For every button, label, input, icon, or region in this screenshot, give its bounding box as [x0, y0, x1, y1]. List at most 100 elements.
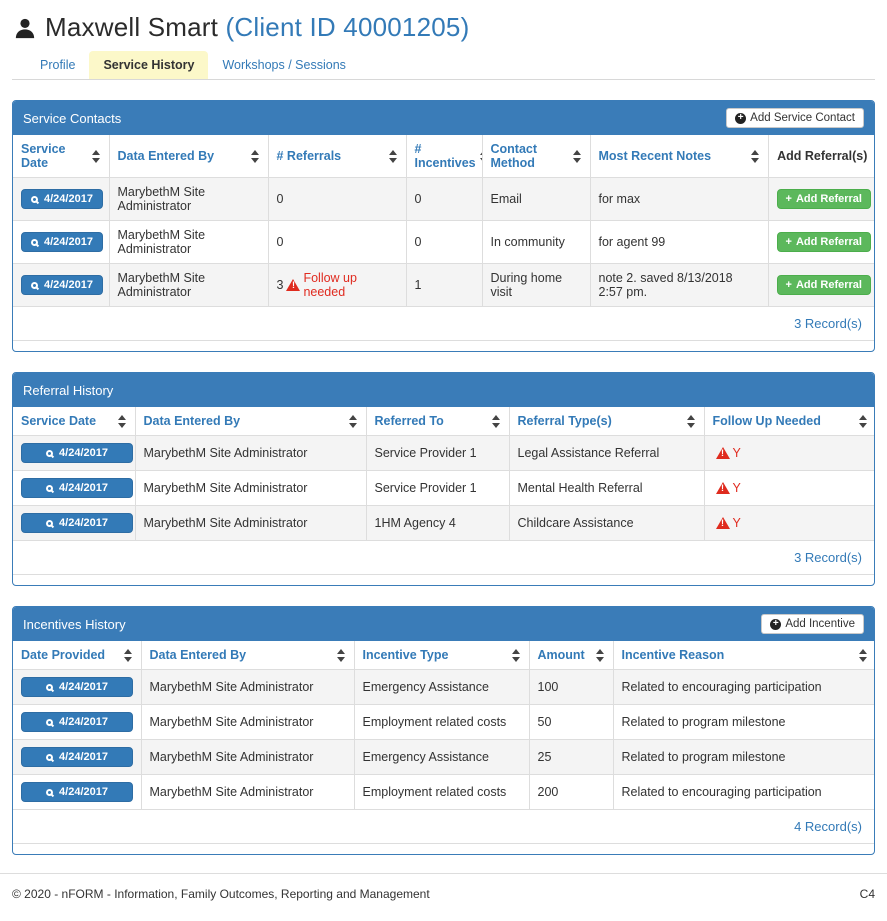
referrals-cell: 0 — [267, 177, 407, 221]
sort-icon[interactable] — [336, 648, 346, 662]
sort-icon[interactable] — [91, 149, 101, 163]
table-row: 4/24/2017 MarybethM Site Administrator E… — [13, 774, 874, 810]
referred-to-cell: Service Provider 1 — [365, 435, 510, 471]
add-referral-button[interactable]: Add Referral — [776, 189, 871, 209]
sort-icon[interactable] — [348, 414, 358, 428]
sort-icon[interactable] — [750, 149, 760, 163]
incentive-type-cell: Employment related costs — [353, 774, 530, 810]
service-contacts-header-row: Service Date Data Entered By # Referrals… — [13, 135, 874, 178]
col-service-date[interactable]: Service Date — [13, 135, 110, 178]
view-incentive-date-button[interactable]: 4/24/2017 — [21, 712, 133, 732]
search-icon — [46, 519, 54, 527]
sort-icon[interactable] — [859, 648, 868, 662]
tab-profile[interactable]: Profile — [40, 58, 76, 72]
entered-by-cell: MarybethM Site Administrator — [134, 435, 367, 471]
entered-by-cell: MarybethM Site Administrator — [134, 470, 367, 506]
search-icon — [46, 449, 54, 457]
search-icon — [46, 718, 54, 726]
sort-icon[interactable] — [595, 648, 605, 662]
col-most-recent-notes[interactable]: Most Recent Notes — [589, 135, 769, 178]
table-row: 4/24/2017 MarybethM Site Administrator 1… — [13, 505, 874, 541]
sort-icon[interactable] — [572, 149, 582, 163]
col-amount[interactable]: Amount — [528, 641, 614, 670]
incentives-history-table: Date Provided Data Entered By Incentive … — [13, 641, 874, 810]
col-data-entered-by[interactable]: Data Entered By — [140, 641, 355, 670]
entered-by-cell: MarybethM Site Administrator — [140, 774, 355, 810]
table-row: 4/24/2017 MarybethM Site Administrator 0… — [13, 220, 874, 264]
view-referral-date-button[interactable]: 4/24/2017 — [21, 513, 133, 533]
panel-padding — [13, 341, 874, 351]
view-incentive-date-button[interactable]: 4/24/2017 — [21, 677, 133, 697]
col-num-incentives[interactable]: # Incentives — [405, 135, 483, 178]
circle-plus-icon — [735, 112, 747, 124]
col-contact-method[interactable]: Contact Method — [481, 135, 591, 178]
sort-icon[interactable] — [123, 648, 133, 662]
search-icon — [46, 683, 54, 691]
search-icon — [46, 753, 54, 761]
referrals-cell: 0 — [267, 220, 407, 264]
page-title: Maxwell Smart (Client ID 40001205) — [45, 12, 469, 43]
sort-icon[interactable] — [117, 414, 127, 428]
tab-service-history[interactable]: Service History — [89, 51, 209, 79]
add-referral-button[interactable]: Add Referral — [776, 232, 871, 252]
col-incentive-reason[interactable]: Incentive Reason — [612, 641, 874, 670]
col-referral-types[interactable]: Referral Type(s) — [508, 407, 705, 436]
col-follow-up-needed[interactable]: Follow Up Needed — [703, 407, 874, 436]
incentive-reason-cell: Related to encouraging participation — [612, 669, 874, 705]
warning-triangle-icon — [286, 279, 301, 291]
notes-cell: for agent 99 — [589, 220, 769, 264]
referred-to-cell: Service Provider 1 — [365, 470, 510, 506]
record-count: 3 Record(s) — [13, 541, 874, 575]
view-service-date-button[interactable]: 4/24/2017 — [21, 232, 103, 252]
amount-cell: 200 — [528, 774, 614, 810]
followup-cell: Y — [703, 470, 874, 506]
table-row: 4/24/2017 MarybethM Site Administrator E… — [13, 739, 874, 775]
view-referral-date-button[interactable]: 4/24/2017 — [21, 478, 133, 498]
add-incentive-button[interactable]: Add Incentive — [761, 614, 864, 634]
col-referred-to[interactable]: Referred To — [365, 407, 510, 436]
col-service-date[interactable]: Service Date — [13, 407, 136, 436]
add-service-contact-button[interactable]: Add Service Contact — [726, 108, 864, 128]
sort-icon[interactable] — [250, 149, 260, 163]
followup-needed-label: Follow up needed — [303, 271, 357, 299]
col-data-entered-by[interactable]: Data Entered By — [134, 407, 367, 436]
incentives-cell: 1 — [405, 263, 483, 307]
add-referral-button[interactable]: Add Referral — [776, 275, 871, 295]
sort-icon[interactable] — [479, 149, 481, 163]
referral-type-cell: Childcare Assistance — [508, 505, 705, 541]
incentives-cell: 0 — [405, 220, 483, 264]
incentives-history-heading: Incentives History Add Incentive — [13, 607, 874, 641]
sort-icon[interactable] — [686, 414, 696, 428]
sort-icon[interactable] — [388, 149, 398, 163]
referred-to-cell: 1HM Agency 4 — [365, 505, 510, 541]
col-num-referrals[interactable]: # Referrals — [267, 135, 407, 178]
sort-icon[interactable] — [491, 414, 501, 428]
service-contacts-title: Service Contacts — [23, 110, 122, 126]
incentives-cell: 0 — [405, 177, 483, 221]
col-data-entered-by[interactable]: Data Entered By — [108, 135, 269, 178]
panel-padding — [13, 844, 874, 854]
sort-icon[interactable] — [859, 414, 868, 428]
col-incentive-type[interactable]: Incentive Type — [353, 641, 530, 670]
view-incentive-date-button[interactable]: 4/24/2017 — [21, 747, 133, 767]
sort-icon[interactable] — [511, 648, 521, 662]
notes-cell: note 2. saved 8/13/2018 2:57 pm. — [589, 263, 769, 307]
warning-triangle-icon — [715, 517, 730, 529]
view-service-date-button[interactable]: 4/24/2017 — [21, 275, 103, 295]
plus-icon — [786, 236, 792, 248]
col-date-provided[interactable]: Date Provided — [13, 641, 142, 670]
page-footer: © 2020 - nFORM - Information, Family Out… — [0, 873, 887, 921]
add-incentive-label: Add Incentive — [785, 618, 855, 630]
view-incentive-date-button[interactable]: 4/24/2017 — [21, 782, 133, 802]
incentives-history-panel: Incentives History Add Incentive Date Pr… — [12, 606, 875, 855]
tab-workshops-sessions[interactable]: Workshops / Sessions — [222, 58, 346, 72]
table-row: 4/24/2017 MarybethM Site Administrator E… — [13, 669, 874, 705]
page-header: Maxwell Smart (Client ID 40001205) — [12, 0, 875, 47]
view-referral-date-button[interactable]: 4/24/2017 — [21, 443, 133, 463]
referral-history-title: Referral History — [23, 382, 114, 398]
view-service-date-button[interactable]: 4/24/2017 — [21, 189, 103, 209]
tab-bar: Profile Service History Workshops / Sess… — [12, 51, 875, 80]
table-row: 4/24/2017 MarybethM Site Administrator S… — [13, 470, 874, 506]
referrals-followup-cell: 3 Follow up needed — [267, 263, 407, 307]
referral-history-heading: Referral History — [13, 373, 874, 407]
